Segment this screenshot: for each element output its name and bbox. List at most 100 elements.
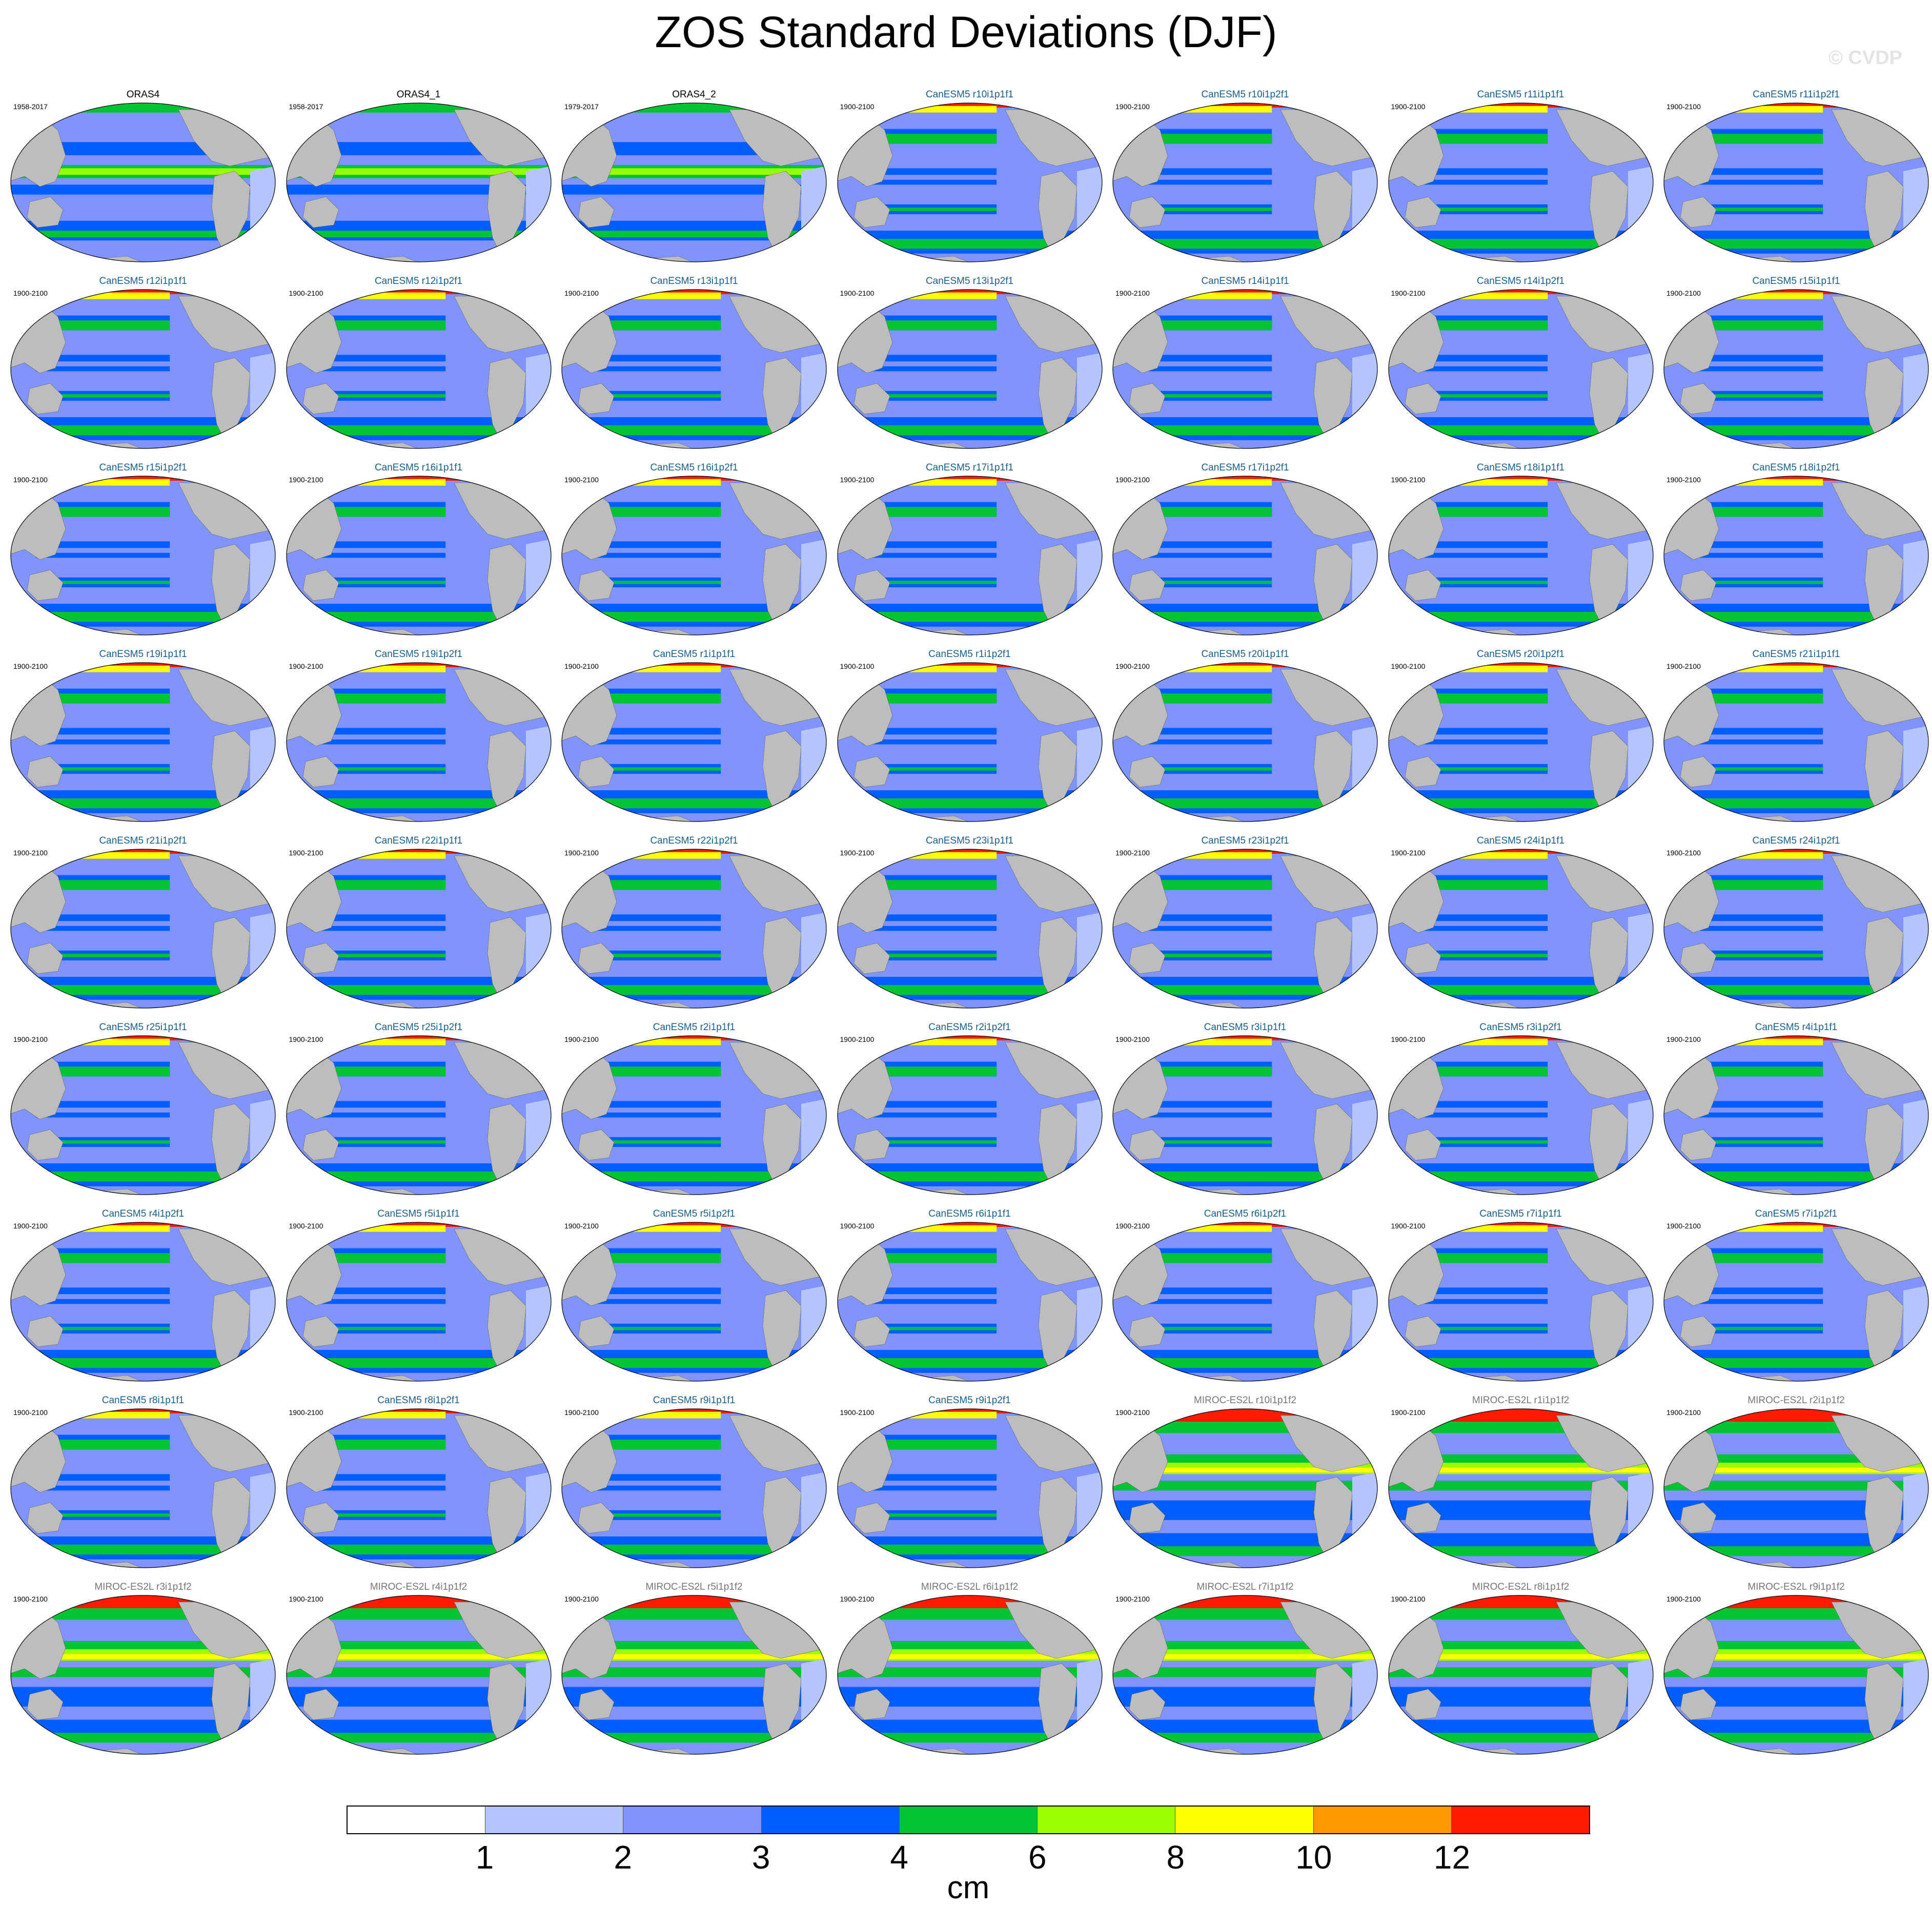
map-frame <box>285 1592 553 1758</box>
map-panel: MIROC-ES2L r2i1p1f2 1900-2100 <box>1662 1395 1930 1572</box>
map-frame <box>285 1219 553 1385</box>
ocean-map <box>837 1222 1103 1382</box>
panel-years: 1958-2017 <box>289 102 323 111</box>
ocean-map <box>286 849 552 1009</box>
map-frame <box>1111 1219 1379 1385</box>
map-panel: CanESM5 r6i1p2f1 1900-2100 <box>1111 1208 1379 1385</box>
ocean-map <box>10 102 276 262</box>
panel-years: 1900-2100 <box>13 1035 48 1043</box>
ocean-map <box>837 102 1103 262</box>
ocean-map <box>286 1595 552 1755</box>
panel-title: CanESM5 r16i1p1f1 <box>374 462 463 473</box>
panel-title: CanESM5 r11i1p2f1 <box>1753 89 1840 100</box>
panel-years: 1900-2100 <box>1115 102 1150 111</box>
panel-title: CanESM5 r23i1p2f1 <box>1201 835 1289 846</box>
panel-title: CanESM5 r9i1p2f1 <box>928 1395 1011 1406</box>
ocean-map <box>1388 1595 1654 1755</box>
map-panel: ORAS4_1 1958-2017 <box>285 89 553 266</box>
panel-title: CanESM5 r1i1p1f1 <box>653 649 736 660</box>
colorbar-swatch <box>623 1807 761 1833</box>
map-frame <box>9 846 277 1012</box>
colorbar-swatch <box>1175 1807 1313 1833</box>
ocean-map <box>837 662 1103 822</box>
panel-title: CanESM5 r14i1p1f1 <box>1201 276 1289 286</box>
ocean-map <box>837 1408 1103 1568</box>
map-frame <box>1662 1592 1930 1758</box>
ocean-map <box>1388 289 1654 449</box>
map-frame <box>9 1592 277 1758</box>
map-panel: CanESM5 r6i1p1f1 1900-2100 <box>836 1208 1104 1385</box>
colorbar-swatch <box>899 1807 1038 1833</box>
map-frame <box>1387 1219 1655 1385</box>
ocean-map <box>286 102 552 262</box>
panel-title: MIROC-ES2L r10i1p1f2 <box>1194 1395 1296 1406</box>
panel-years: 1900-2100 <box>13 662 48 670</box>
panel-years: 1900-2100 <box>564 289 599 297</box>
map-panel: MIROC-ES2L r7i1p1f2 1900-2100 <box>1111 1582 1379 1758</box>
panel-title: CanESM5 r10i1p1f1 <box>925 89 1014 100</box>
map-frame <box>836 286 1104 453</box>
map-frame <box>560 473 828 639</box>
map-frame <box>836 1032 1104 1199</box>
map-panel: CanESM5 r13i1p2f1 1900-2100 <box>836 276 1104 453</box>
colorbar-tick-label: 12 <box>1433 1839 1471 1876</box>
panel-years: 1900-2100 <box>564 1595 599 1603</box>
colorbar-units: cm <box>947 1870 990 1905</box>
ocean-map <box>561 1595 827 1755</box>
panel-years: 1900-2100 <box>840 1222 875 1230</box>
map-frame <box>1662 1405 1930 1572</box>
ocean-map <box>10 1035 276 1195</box>
map-panel: MIROC-ES2L r10i1p1f2 1900-2100 <box>1111 1395 1379 1571</box>
panel-years: 1900-2100 <box>1666 1408 1701 1417</box>
ocean-map <box>1112 1595 1378 1755</box>
panel-title: MIROC-ES2L r4i1p1f2 <box>370 1582 467 1592</box>
map-frame <box>1387 846 1655 1012</box>
map-frame <box>1111 659 1379 826</box>
map-frame <box>1111 1592 1379 1758</box>
panel-years: 1900-2100 <box>289 849 323 857</box>
map-panel: CanESM5 r13i1p1f1 1900-2100 <box>560 276 828 452</box>
map-panel: CanESM5 r11i1p1f1 1900-2100 <box>1387 89 1655 265</box>
panel-years: 1900-2100 <box>1391 849 1426 857</box>
map-panel: CanESM5 r15i1p1f1 1900-2100 <box>1662 276 1930 452</box>
panel-years: 1900-2100 <box>13 1408 48 1417</box>
map-panel: CanESM5 r19i1p1f1 1900-2100 <box>9 649 277 825</box>
map-panel: CanESM5 r3i1p2f1 1900-2100 <box>1387 1022 1655 1198</box>
map-panel: CanESM5 r12i1p2f1 1900-2100 <box>285 276 553 452</box>
map-panel: CanESM5 r5i1p1f1 1900-2100 <box>285 1208 553 1385</box>
panel-years: 1900-2100 <box>564 662 599 670</box>
colorbar-tick-label: 4 <box>890 1839 909 1876</box>
ocean-map <box>1388 476 1654 635</box>
panel-title: CanESM5 r12i1p2f1 <box>374 276 463 286</box>
panel-title: CanESM5 r4i1p1f1 <box>1755 1022 1838 1033</box>
map-panel: CanESM5 r14i1p1f1 1900-2100 <box>1111 276 1379 452</box>
map-panel: CanESM5 r21i1p1f1 1900-2100 <box>1662 649 1930 825</box>
panel-title: CanESM5 r18i1p2f1 <box>1752 462 1840 473</box>
panel-years: 1900-2100 <box>840 849 875 857</box>
panel-years: 1900-2100 <box>13 1222 48 1230</box>
map-frame <box>1662 846 1930 1012</box>
ocean-map <box>286 1035 552 1195</box>
panel-title: CanESM5 r6i1p2f1 <box>1204 1208 1287 1219</box>
map-frame <box>836 473 1104 639</box>
map-frame <box>560 1405 828 1572</box>
ocean-map <box>561 1222 827 1382</box>
map-frame <box>285 99 553 266</box>
panel-years: 1900-2100 <box>1391 476 1426 484</box>
panel-years: 1900-2100 <box>564 1222 599 1230</box>
panel-title: CanESM5 r2i1p1f1 <box>653 1022 736 1033</box>
colorbar-tick-label: 6 <box>1028 1839 1047 1876</box>
panel-title: CanESM5 r2i1p2f1 <box>928 1022 1011 1033</box>
panel-years: 1900-2100 <box>564 849 599 857</box>
map-panel: CanESM5 r14i1p2f1 1900-2100 <box>1387 276 1655 452</box>
panel-years: 1900-2100 <box>1115 476 1150 484</box>
map-panel: MIROC-ES2L r9i1p1f2 1900-2100 <box>1662 1582 1930 1758</box>
panel-title: CanESM5 r13i1p1f1 <box>650 276 738 286</box>
colorbar-tick-label: 8 <box>1166 1839 1185 1876</box>
map-frame <box>285 473 553 639</box>
map-panel: CanESM5 r20i1p1f1 1900-2100 <box>1111 649 1379 826</box>
panel-years: 1900-2100 <box>840 102 875 111</box>
ocean-map <box>1388 849 1654 1009</box>
map-frame <box>1387 473 1655 639</box>
panel-years: 1900-2100 <box>1666 849 1701 857</box>
